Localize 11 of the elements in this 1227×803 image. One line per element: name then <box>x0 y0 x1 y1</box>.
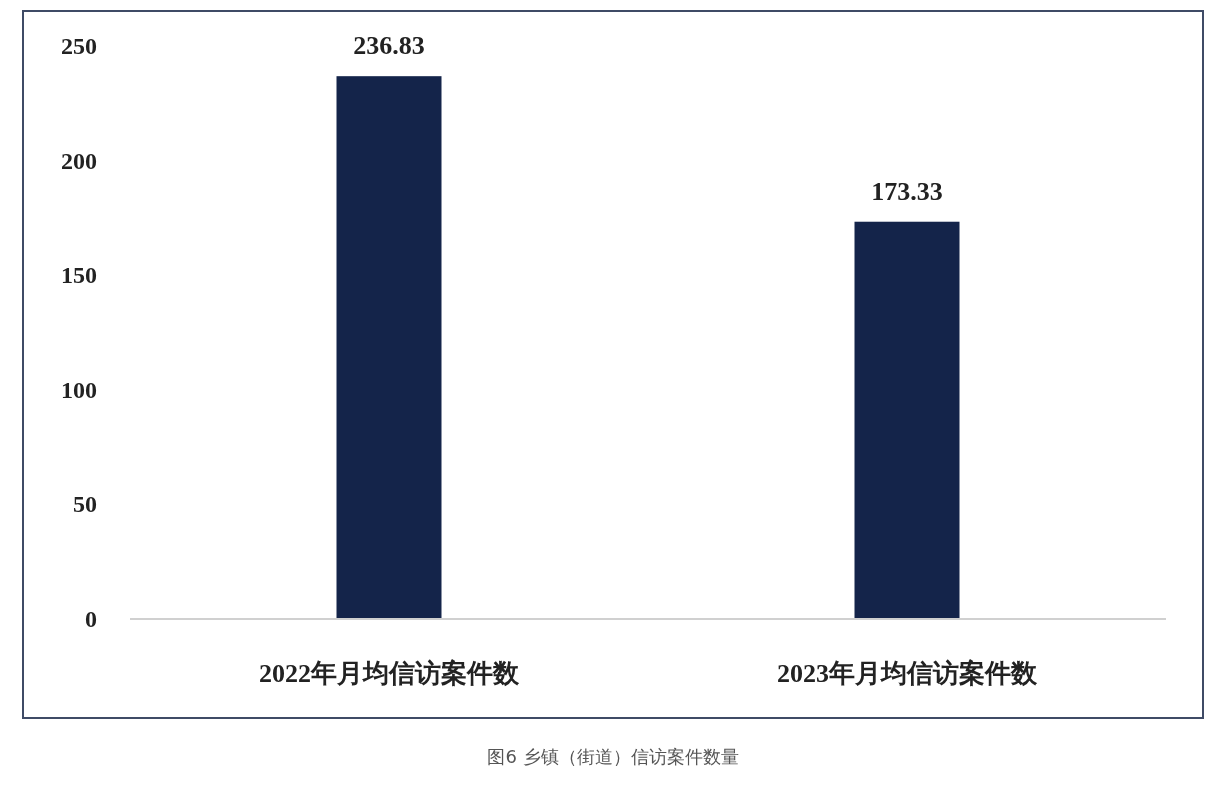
data-label: 173.33 <box>871 176 943 206</box>
y-tick-label: 50 <box>73 491 97 518</box>
y-tick-label: 0 <box>85 606 97 632</box>
y-tick-label: 150 <box>61 262 97 289</box>
y-tick-label: 250 <box>61 33 97 59</box>
data-label: 236.83 <box>353 31 425 61</box>
y-tick-label: 200 <box>61 147 97 174</box>
x-tick-label: 2023年月均信访案件数 <box>777 659 1038 688</box>
x-tick-label: 2022年月均信访案件数 <box>259 659 520 688</box>
y-tick-label: 100 <box>61 376 97 403</box>
caption: 图6 乡镇（街道）信访案件数量 <box>487 746 739 767</box>
